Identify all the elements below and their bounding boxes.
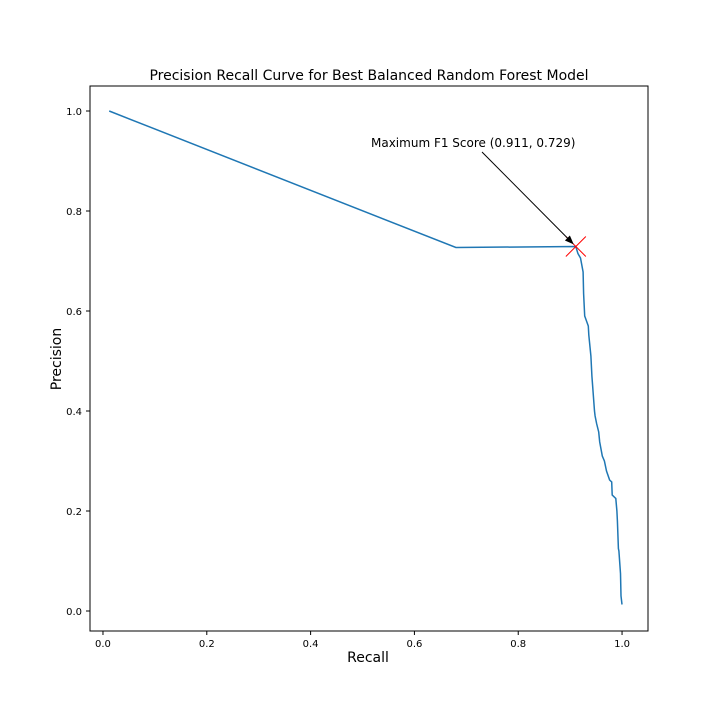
marker-stroke <box>565 236 587 257</box>
y-axis-label: Precision <box>49 328 65 390</box>
x-axis-label: Recall <box>347 650 389 666</box>
x-tick-label: 0.2 <box>199 639 215 650</box>
x-tick-label: 0.8 <box>510 639 526 650</box>
y-tick-label: 0.0 <box>66 607 82 618</box>
y-tick-label: 0.2 <box>66 507 82 518</box>
x-tick-label: 0.0 <box>95 639 111 650</box>
chart-title: Precision Recall Curve for Best Balanced… <box>149 68 588 84</box>
precision-recall-line <box>108 110 623 605</box>
plot-area-frame <box>89 85 649 632</box>
y-axis-ticks: 0.0 0.2 0.4 0.6 0.8 1.0 <box>66 107 90 618</box>
x-tick-label: 1.0 <box>614 639 630 650</box>
x-tick-label: 0.6 <box>406 639 422 650</box>
x-tick-label: 0.4 <box>303 639 319 650</box>
annotation-arrowhead <box>564 235 574 245</box>
y-tick-label: 0.8 <box>66 207 82 218</box>
annotation-arrow <box>481 151 570 241</box>
y-tick-label: 0.4 <box>66 407 82 418</box>
y-tick-label: 0.6 <box>66 307 82 318</box>
y-tick-label: 1.0 <box>66 107 82 118</box>
annotation-text: Maximum F1 Score (0.911, 0.729) <box>371 136 575 150</box>
x-axis-ticks: 0.0 0.2 0.4 0.6 0.8 1.0 <box>95 631 630 650</box>
